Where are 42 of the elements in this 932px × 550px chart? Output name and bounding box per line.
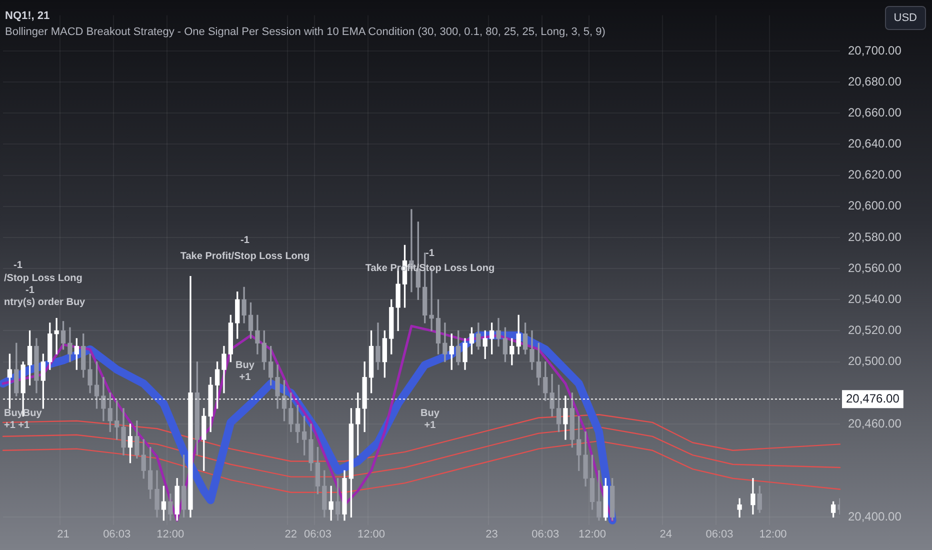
y-tick-label: 20,680.00: [848, 74, 902, 88]
y-tick-label: 20,520.00: [848, 323, 902, 338]
x-tick-label: 23: [486, 528, 498, 541]
y-tick-label: 20,580.00: [848, 230, 902, 244]
annotation: ntry(s) order Buy: [4, 296, 86, 308]
annotation: -1: [426, 248, 435, 259]
text: Bollinger MACD Breakout Strategy - One Signal Per Session with 10 EMA Condition (30, 300, 0.1, 80, 25, 25, Long, 3, 5, 9): [5, 26, 606, 38]
annotation: Buy: [236, 360, 255, 371]
x-tick-label: 22: [284, 528, 298, 541]
x-tick-label: 06:03: [706, 528, 734, 541]
x-tick-label: 12:00: [759, 528, 787, 541]
y-tick-label: 20,600.00: [848, 198, 902, 213]
y-tick-label: 20,560.00: [848, 260, 902, 275]
annotation: -1: [14, 260, 23, 271]
y-tick-label: 20,620.00: [848, 168, 902, 182]
chart-title: NQ1!, 21: [5, 10, 51, 22]
x-tick-label: 06:03: [103, 528, 131, 541]
x-tick-label: 12:00: [578, 528, 606, 541]
candlestick: [54, 318, 59, 354]
annotation: -1: [240, 234, 250, 246]
x-tick-label: 06:03: [304, 528, 332, 541]
x-tick-label: 12:00: [156, 528, 184, 541]
annotation: +1 +1: [4, 420, 30, 431]
x-tick-label: 06:03: [532, 528, 560, 541]
annotation: +1: [424, 420, 436, 431]
annotation: Take Profit/Stop Loss Long: [180, 250, 310, 262]
x-tick-label: 24: [660, 528, 672, 541]
x-tick-label: 21: [57, 528, 70, 541]
annotation: Buy: [420, 408, 440, 419]
y-tick-label: 20,700.00: [848, 43, 902, 58]
y-tick-label: 20,460.00: [848, 416, 902, 430]
x-tick-label: 12:00: [358, 528, 386, 541]
y-tick-label: 20,640.00: [848, 136, 902, 151]
ref-line-label: 20,476.00: [846, 391, 900, 406]
annotation: -1: [26, 284, 35, 296]
y-tick-label: 20,660.00: [848, 105, 902, 120]
annotation: /Stop Loss Long: [4, 272, 82, 284]
y-tick-label: 20,540.00: [848, 292, 902, 306]
y-tick-label: 20,400.00: [848, 510, 902, 524]
y-tick-label: 20,500.00: [848, 354, 902, 368]
y-axis-title: USD: [884, 6, 926, 30]
annotation: +1: [239, 372, 252, 383]
